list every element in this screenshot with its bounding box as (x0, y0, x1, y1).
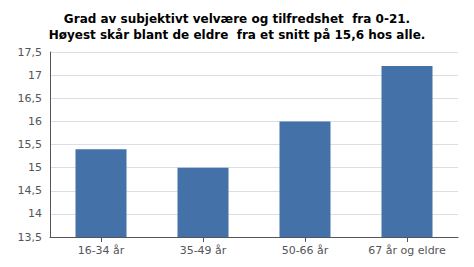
svg-text:67 år og eldre: 67 år og eldre (368, 244, 446, 257)
svg-text:16,5: 16,5 (18, 92, 43, 105)
svg-text:16: 16 (28, 115, 42, 128)
svg-text:13,5: 13,5 (18, 231, 43, 244)
svg-text:50-66 år: 50-66 år (282, 244, 329, 257)
svg-text:14: 14 (28, 207, 42, 220)
svg-text:17,5: 17,5 (18, 46, 43, 59)
svg-text:16-34 år: 16-34 år (78, 244, 125, 257)
svg-text:Høyest skår blant de eldre fr: Høyest skår blant de eldre fra et snitt … (49, 28, 426, 42)
svg-text:14,5: 14,5 (18, 184, 43, 197)
svg-text:Grad av subjektivt velvære og: Grad av subjektivt velvære og tilfredshe… (64, 12, 410, 26)
svg-text:15: 15 (28, 161, 42, 174)
svg-text:17: 17 (28, 69, 42, 82)
svg-text:35-49 år: 35-49 år (180, 244, 227, 257)
svg-text:15,5: 15,5 (18, 138, 43, 151)
